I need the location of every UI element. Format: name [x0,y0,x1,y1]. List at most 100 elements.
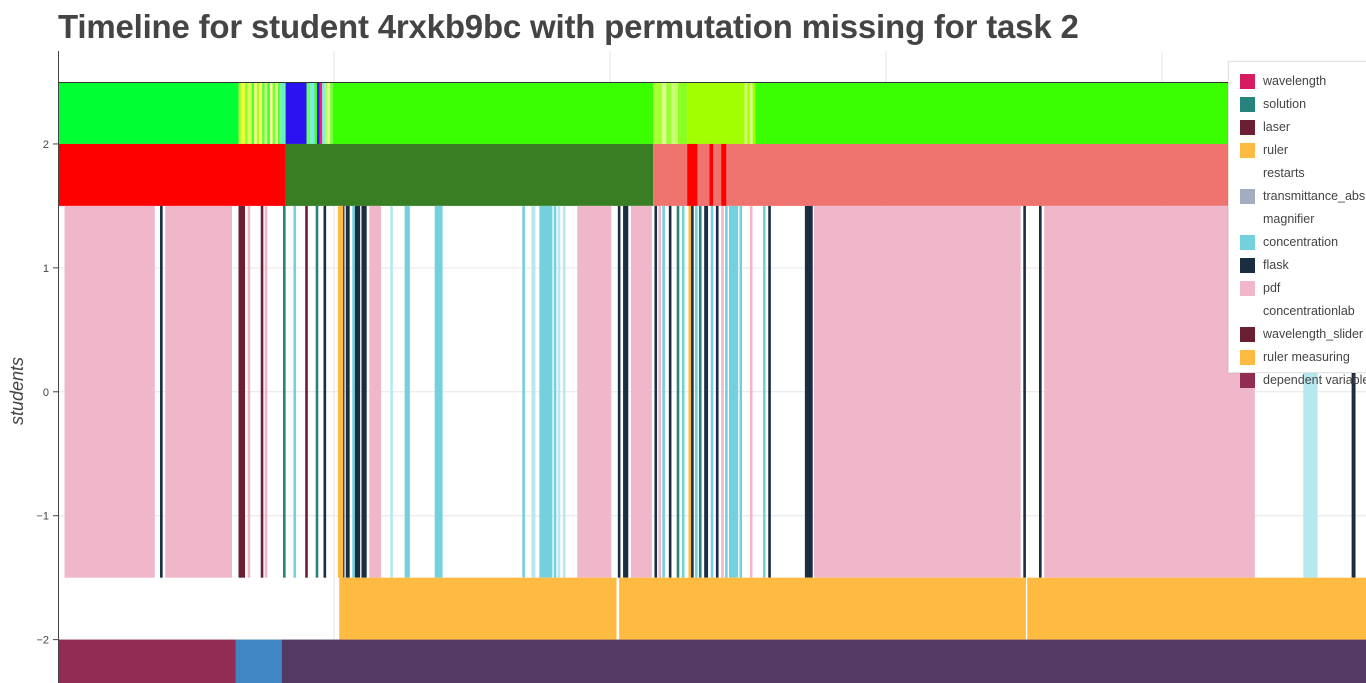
lane-tools-segment-49 [749,205,753,578]
lane-tools-segment-35 [668,205,672,578]
lane-ruler-segment-1 [619,577,1026,640]
lane-tools-segment-38 [688,205,692,578]
lane-tools-segment-41 [698,205,702,578]
y-axis-label: students [7,357,27,425]
legend-swatch [1240,188,1255,204]
legend-swatch [1240,303,1255,319]
lane-second-segment-3 [687,143,698,206]
lane-tools-segment-17 [361,205,367,578]
legend-label: dependent variable [1263,373,1366,387]
lane-tools-segment-23 [531,205,536,578]
lane-top-segment-24 [324,81,328,144]
lane-tools-segment-25 [553,205,557,578]
y-tick-label-1: 1 [43,263,49,275]
lane-top-segment-25 [327,81,331,144]
lane-top-segment-13 [272,81,276,144]
lane-tools-segment-45 [721,205,724,578]
lane-top-segment-36 [749,81,753,144]
legend-item-ruler-measuring[interactable]: ruler measuring [1240,348,1350,366]
lane-tools-segment-40 [694,205,698,578]
lane-tools-segment-56 [1044,205,1255,578]
lane-second-segment-7 [721,143,727,206]
lane-tools-segment-42 [704,205,709,578]
legend-item-wavelength[interactable]: wavelength [1240,72,1326,90]
lane-tools-segment-30 [623,205,629,578]
lane-tools-segment-31 [630,205,652,578]
lane-tools-segment-14 [345,205,350,578]
lane-tools-segment-27 [562,205,566,578]
y-tick-label-3: −1 [36,511,49,523]
legend-swatch [1240,280,1255,296]
lane-tools-segment-26 [557,205,561,578]
lane-top-segment-31 [671,81,678,144]
lane-top-segment-4 [247,81,252,144]
lane-tools-segment-12 [337,205,344,578]
lane-second-segment-6 [713,143,722,206]
lane-tools-segment-47 [729,205,739,578]
lane-tools-segment-44 [715,205,719,578]
lane-top-segment-1 [238,81,242,144]
lane-tools-segment-10 [315,205,319,578]
lane-top-segment-29 [662,81,667,144]
chart-title: Timeline for student 4rxkb9bc with permu… [58,8,1079,45]
y-axis: 2 1 0 −1 −2 [36,51,59,683]
legend-item-laser[interactable]: laser [1240,118,1290,136]
lane-top-segment-15 [277,81,281,144]
legend-item-concentration[interactable]: concentration [1240,233,1338,251]
legend-label: laser [1263,120,1291,134]
lane-tools-segment-50 [763,205,766,578]
lane-top-segment-22 [319,81,323,144]
lane-tools-segment-43 [710,205,714,578]
lane-tools-segment-37 [681,205,685,578]
legend-swatch [1240,257,1255,273]
lane-top-segment-8 [259,81,263,144]
lane-tools-segment-2 [165,205,232,578]
lane-tools-segment-18 [369,205,382,578]
legend-label: wavelength [1263,74,1327,88]
legend-item-pdf[interactable]: pdf [1240,279,1280,297]
lane-top-segment-27 [332,81,654,144]
legend-item-transmittance-abs[interactable]: transmittance_abs [1240,187,1365,205]
lane-second-segment-0 [58,143,286,206]
y-tick-label-4: −2 [36,635,49,647]
lane-top-segment-14 [275,81,278,144]
legend-item-wavelength-slider[interactable]: wavelength_slider [1240,325,1363,343]
legend-swatch [1240,349,1255,365]
legend-item-magnifier[interactable]: magnifier [1240,210,1314,228]
legend-swatch [1240,165,1255,181]
legend-label: concentrationlab [1263,304,1355,318]
lane-second-segment-5 [709,143,714,206]
lane-tools-segment-11 [323,205,327,578]
legend-label: flask [1263,258,1289,272]
legend-item-ruler[interactable]: ruler [1240,141,1288,159]
lane-tools-segment-15 [352,205,355,578]
lane-tools-segment-36 [676,205,680,578]
legend-label: transmittance_abs [1263,189,1366,203]
lane-top-segment-10 [264,81,268,144]
legend-item-dependent-variable[interactable]: dependent variable [1240,371,1366,389]
legend-label: ruler [1263,143,1289,157]
lane-top-segment-16 [280,81,286,144]
legend-swatch [1240,142,1255,158]
lane-tools-segment-48 [739,205,743,578]
lane-top-segment-23 [322,81,325,144]
lane-tools-segment-16 [354,205,361,578]
lane-top-segment-28 [653,81,663,144]
y-tick-label-2: 0 [43,387,49,399]
lane-tools-segment-0 [64,205,155,578]
legend-item-flask[interactable]: flask [1240,256,1289,274]
legend-item-concentrationlab[interactable]: concentrationlab [1240,302,1355,320]
legend-item-solution[interactable]: solution [1240,95,1306,113]
lane-top-segment-32 [677,81,688,144]
lane-second-segment-4 [697,143,710,206]
lane-ruler-segment-0 [339,577,617,640]
legend-swatch [1240,326,1255,342]
legend-item-restarts[interactable]: restarts [1240,164,1305,182]
lane-tools-segment-20 [404,205,410,578]
legend-swatch [1240,96,1255,112]
lane-tools-segment-8 [293,205,297,578]
lane-tools-segment-21 [434,205,443,578]
legend-swatch [1240,372,1255,388]
y-tick-label-0: 2 [43,139,49,151]
lane-tools-segment-29 [617,205,621,578]
